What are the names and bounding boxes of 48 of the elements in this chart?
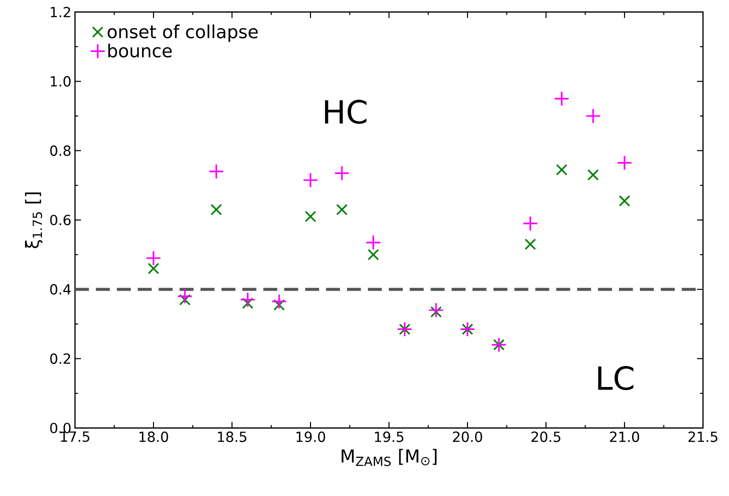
point [273, 299, 285, 311]
point [210, 204, 222, 216]
x-tick-label: 20.0 [452, 432, 482, 442]
point [554, 90, 570, 106]
x-tick-label: 20.5 [531, 432, 560, 442]
point [556, 164, 568, 176]
y-tick-label: 0.6 [50, 214, 71, 226]
point [368, 248, 380, 260]
point [524, 238, 536, 250]
x-axis-title: M$_{ZAMS}$ [M$_{⊙}$] [342, 448, 437, 466]
y-tick-label: 0.4 [50, 284, 71, 295]
x-tick-label: 21.0 [610, 432, 640, 442]
point [585, 108, 601, 124]
y-tick-label: 0.8 [50, 145, 71, 156]
y-tick-label: 1.0 [50, 76, 71, 87]
annotation: LC [598, 366, 634, 390]
point [430, 306, 442, 318]
y-tick-label: 0.0 [50, 422, 71, 434]
point [208, 164, 224, 180]
point [428, 302, 444, 318]
legend-label: onset of collapse [108, 24, 258, 42]
point [334, 165, 350, 181]
point [146, 250, 162, 266]
point [271, 294, 287, 310]
point [522, 216, 538, 232]
point [242, 297, 254, 309]
x-tick-label: 19.0 [296, 432, 326, 442]
point [302, 172, 318, 188]
y-axis-title: ξ$_{1.75}$ [] [25, 192, 42, 248]
point [587, 169, 599, 181]
point [366, 234, 382, 250]
point [618, 195, 630, 207]
annotation: HC [325, 100, 366, 124]
point [177, 288, 193, 304]
x-tick-label: 17.5 [61, 432, 90, 442]
point [240, 292, 256, 308]
x-tick-label: 21.5 [688, 432, 718, 442]
point [179, 294, 191, 306]
point [148, 262, 160, 274]
point [616, 155, 632, 171]
x-tick-label: 18.0 [140, 432, 168, 442]
y-tick-label: 1.2 [50, 6, 70, 18]
point [304, 210, 316, 222]
x-tick-label: 19.5 [375, 432, 404, 442]
y-tick-label: 0.2 [50, 353, 70, 364]
point [336, 204, 348, 216]
legend-label: bounce [108, 44, 172, 58]
x-tick-label: 18.5 [218, 432, 246, 442]
